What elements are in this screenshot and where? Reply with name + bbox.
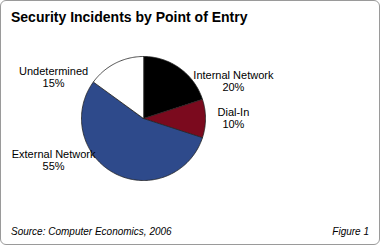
svg-text:Internal Network20%: Internal Network20% xyxy=(193,69,274,93)
html-text:Figure 1: Figure 1 xyxy=(332,226,369,237)
html-text:Source: Computer Economics, 20: Source: Computer Economics, 2006 xyxy=(11,226,172,237)
html-text:Security Incidents by Point of: Security Incidents by Point of Entry xyxy=(11,9,248,25)
svg-text:Undetermined15%: Undetermined15% xyxy=(19,65,88,89)
svg-text:Dial-In10%: Dial-In10% xyxy=(218,106,250,130)
svg-text:External Network55%: External Network55% xyxy=(12,148,96,172)
